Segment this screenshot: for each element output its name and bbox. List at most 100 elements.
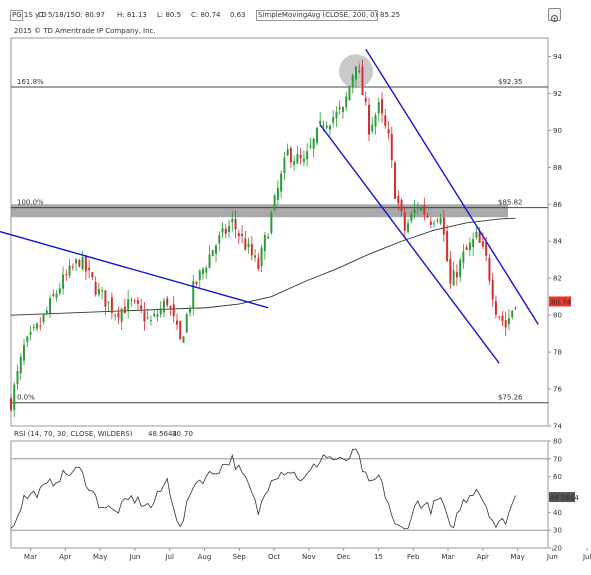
candle-body xyxy=(293,161,296,165)
trendline-1 xyxy=(0,230,269,309)
resistance-band xyxy=(11,204,508,218)
candle-body xyxy=(341,106,344,112)
indicator-box[interactable]: SimpleMovingAvg (CLOSE, 200, 0) xyxy=(256,10,378,21)
candle-body xyxy=(273,195,276,211)
x-tick-label: Jun xyxy=(546,553,558,561)
symbol-label: PG 1S y D xyxy=(12,11,47,19)
candle-body xyxy=(270,212,273,233)
close-label: C: 80.74 xyxy=(191,11,221,19)
candle-body xyxy=(16,370,19,385)
candle-body xyxy=(309,145,312,148)
candle-body xyxy=(71,266,74,268)
candle-body xyxy=(189,307,191,313)
candle-body xyxy=(97,288,100,295)
candle-body xyxy=(507,318,510,325)
candle-body xyxy=(23,345,26,361)
fib-level-value: $75.26 xyxy=(498,394,523,402)
rsi-last-tag xyxy=(549,492,575,503)
settings-icon[interactable] xyxy=(548,8,561,22)
rsi-y-tick-label: 50 xyxy=(553,491,562,499)
candle-body xyxy=(234,219,237,230)
candle-body xyxy=(49,298,52,315)
candle-body xyxy=(302,158,305,162)
candle-body xyxy=(501,315,504,322)
candle-body xyxy=(169,305,172,309)
candle-body xyxy=(478,231,481,243)
candle-body xyxy=(254,255,257,258)
rsi-y-tick-label: 20 xyxy=(553,545,562,553)
x-tick-label: Dec xyxy=(337,553,351,561)
candle-body xyxy=(377,102,380,114)
candle-body xyxy=(332,117,335,123)
candle-body xyxy=(315,127,318,143)
indicator-label: SimpleMovingAvg (CLOSE, 200, 0) xyxy=(258,11,378,19)
candle-body xyxy=(322,125,325,127)
candle-body xyxy=(462,251,465,263)
x-tick-label: May xyxy=(510,553,524,561)
candle-body xyxy=(289,148,292,163)
candle-body xyxy=(19,356,22,374)
price-plot-area xyxy=(10,37,549,427)
candle-body xyxy=(75,259,78,264)
candle-body xyxy=(335,111,338,119)
indicator-value: 85.25 xyxy=(380,11,401,19)
price-y-tick-label: 84 xyxy=(553,238,562,246)
x-tick-label: Nov xyxy=(302,553,316,561)
candle-body xyxy=(312,138,315,149)
x-tick-label: Aug xyxy=(198,553,212,561)
candle-body xyxy=(351,75,354,88)
candle-body xyxy=(494,301,497,315)
candle-body xyxy=(156,314,159,317)
candle-body xyxy=(267,236,270,239)
candle-body xyxy=(192,281,195,309)
candle-body xyxy=(104,290,107,307)
rsi-legend-high: 70 xyxy=(184,430,193,438)
candle-body xyxy=(260,247,263,266)
candle-body xyxy=(29,331,32,335)
candle-body xyxy=(433,223,436,225)
candle-body xyxy=(143,311,146,322)
high-label: H: 81.13 xyxy=(117,11,147,19)
candle-body xyxy=(449,258,452,284)
change-label: 0.63 xyxy=(230,11,246,19)
candle-body xyxy=(338,107,341,109)
candle-body xyxy=(348,86,351,101)
x-tick-label: Jul xyxy=(164,553,174,561)
fib-level-value: $92.35 xyxy=(498,78,523,86)
rsi-y-tick-label: 40 xyxy=(553,509,562,517)
candle-body xyxy=(459,259,462,277)
candle-body xyxy=(159,308,162,315)
candle-body xyxy=(364,97,367,102)
candle-body xyxy=(202,268,205,275)
rsi-legend-value: 48.5644 xyxy=(148,430,177,438)
candle-body xyxy=(94,282,97,295)
candle-body xyxy=(215,245,218,254)
x-tick-label: Feb xyxy=(407,553,420,561)
candle-body xyxy=(241,234,244,236)
candle-body xyxy=(224,228,227,234)
candle-body xyxy=(36,323,39,329)
candle-body xyxy=(10,398,12,411)
candle-body xyxy=(442,217,445,235)
candle-body xyxy=(374,115,377,127)
symbol-box[interactable]: PG 1S y D xyxy=(10,10,47,21)
candle-body xyxy=(276,188,279,200)
candle-body xyxy=(439,217,442,224)
candle-body xyxy=(354,66,357,80)
x-tick-label: Sep xyxy=(233,553,247,561)
candle-body xyxy=(468,242,471,250)
candle-body xyxy=(296,154,299,164)
candle-body xyxy=(117,312,120,318)
candle-body xyxy=(130,299,133,301)
candle-body xyxy=(394,162,397,199)
candle-body xyxy=(358,70,361,72)
candle-body xyxy=(413,208,416,214)
candle-body xyxy=(32,327,35,329)
candle-body xyxy=(514,307,517,309)
candle-body xyxy=(231,218,234,223)
candle-body xyxy=(140,305,143,310)
candle-body xyxy=(179,320,182,340)
candle-body xyxy=(52,294,55,296)
candle-body xyxy=(110,297,113,313)
